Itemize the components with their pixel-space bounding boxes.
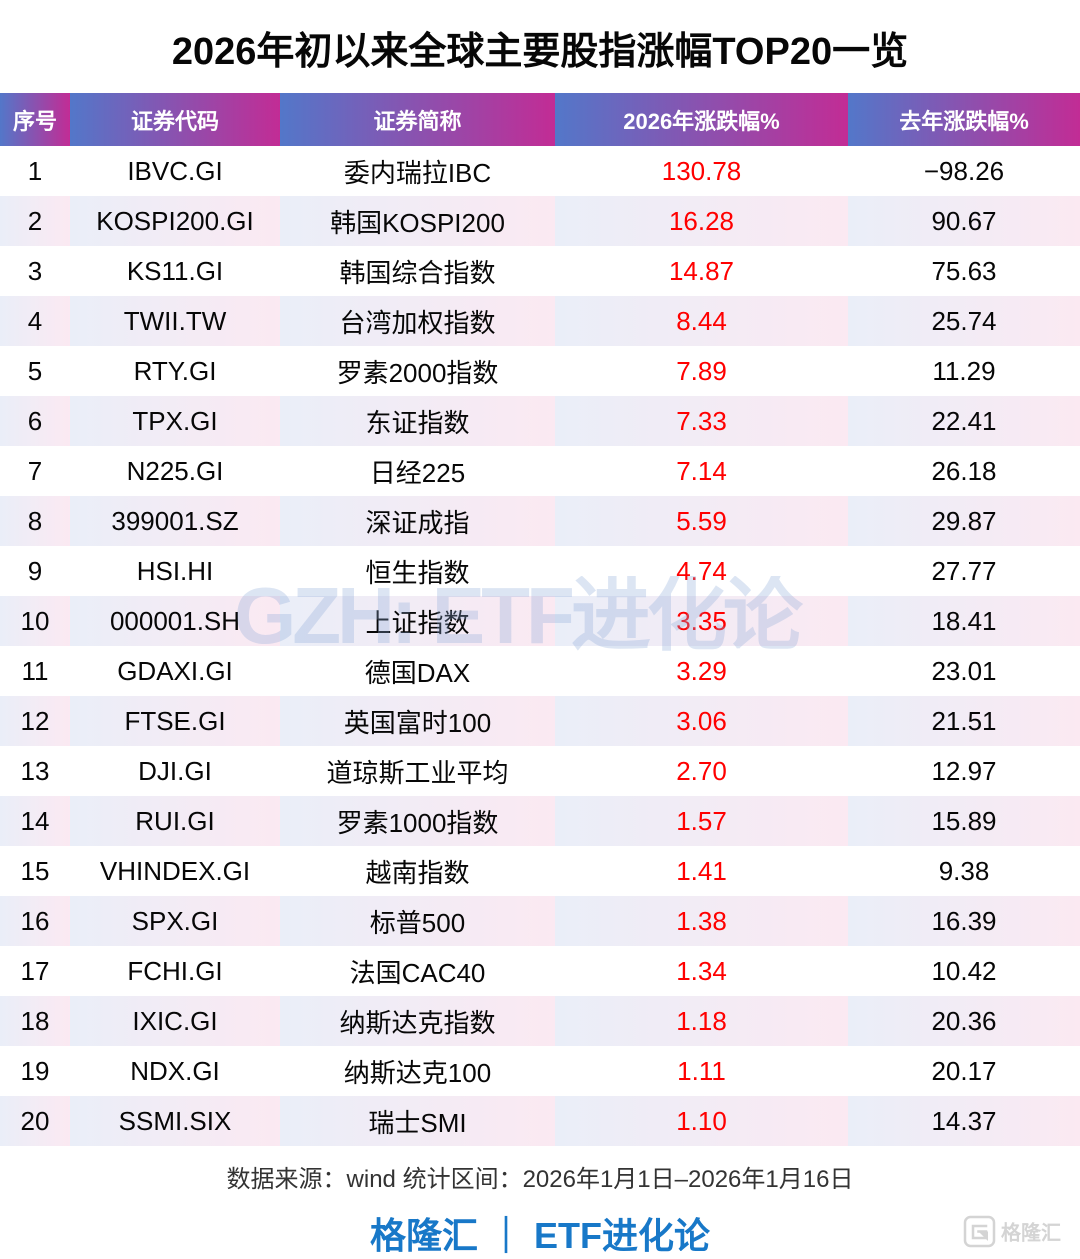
svg-text:格隆汇: 格隆汇 [1001,1221,1061,1245]
